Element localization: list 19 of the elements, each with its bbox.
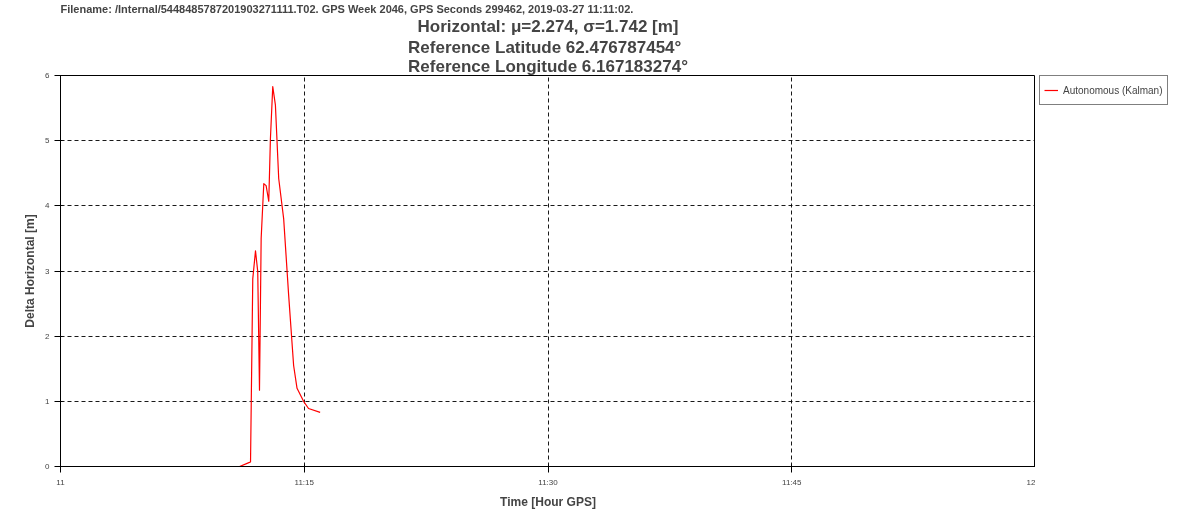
chart-subtitle: Reference Latitude 62.476787454° Reference Longitude 6.167183274°	[408, 37, 689, 76]
x-tick-label: 11:30	[538, 477, 559, 487]
y-tick-label: 0	[45, 462, 51, 471]
y-tick-label: 6	[45, 71, 51, 80]
y-tick-label: 1	[45, 396, 51, 406]
x-axis-title: Time [Hour GPS]	[500, 494, 596, 509]
x-tick-label: 11	[56, 477, 66, 487]
x-tick-label: 11:45	[782, 477, 803, 487]
y-tick-label: 4	[45, 201, 51, 211]
x-tick-label: 11:15	[294, 477, 315, 487]
chart-title: Horizontal: μ=2.274, σ=1.742 [m]	[417, 16, 679, 36]
y-tick-label: 2	[45, 331, 51, 341]
legend-label: Autonomous (Kalman)	[1063, 84, 1163, 96]
line-series	[239, 85, 321, 467]
y-tick-label: 5	[45, 136, 51, 146]
text: Filename: /Internal/5448485787201903271111.T02. GPS Week 2046, GPS Seconds 299462, 2019-03-27 11:11:02.	[60, 2, 634, 15]
y-axis-title: Delta Horizontal [m]	[23, 214, 38, 328]
y-tick-label: 3	[45, 266, 51, 276]
x-tick-label: 12	[1026, 477, 1037, 487]
